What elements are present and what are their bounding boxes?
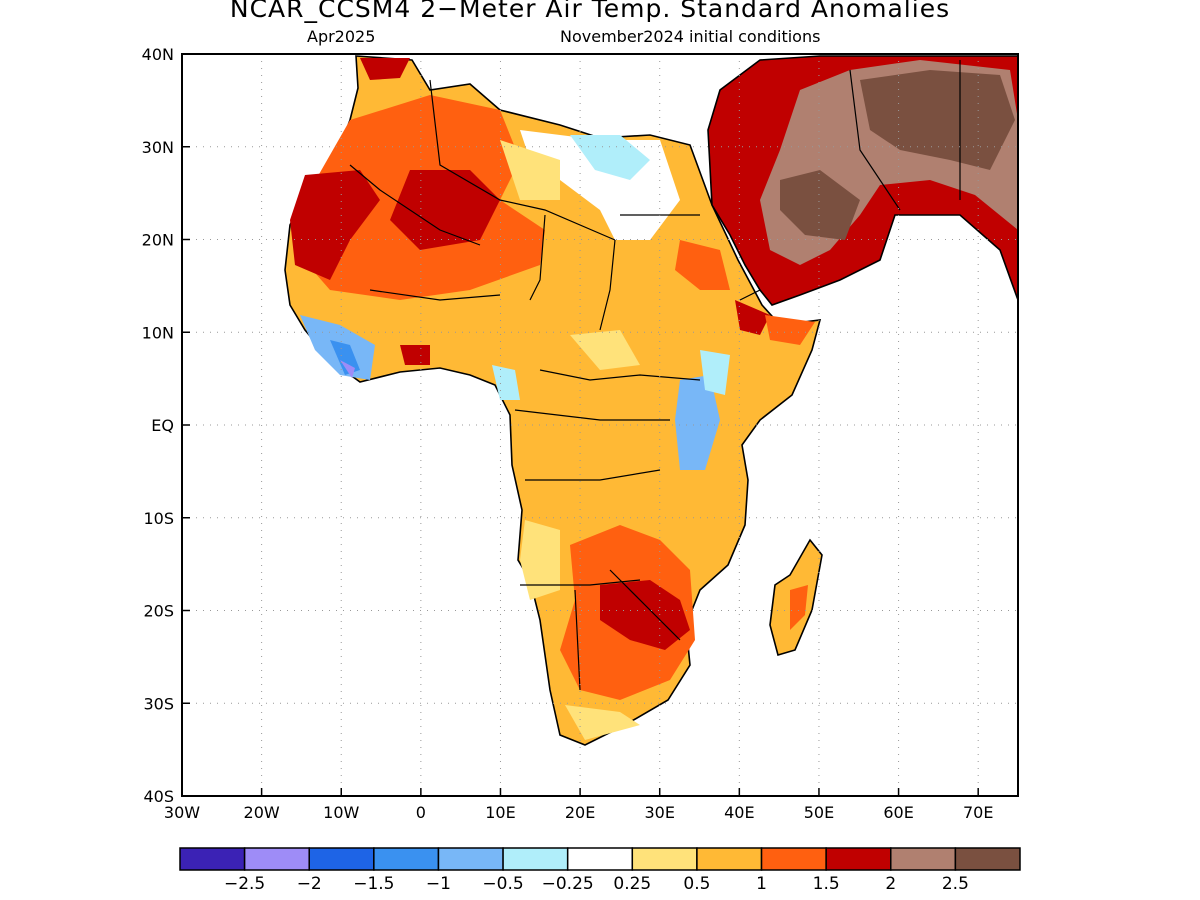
lon-tick-label: 30W (164, 803, 200, 822)
lat-tick-label: 40S (143, 787, 174, 806)
lon-tick-label: 10E (485, 803, 515, 822)
anomaly-red-horn (735, 300, 770, 335)
lat-tick-label: EQ (151, 416, 174, 435)
anomaly-orange-somalia (765, 315, 815, 345)
anomaly-darkbrown-arabia (780, 170, 860, 240)
lat-tick-label: 30N (142, 138, 174, 157)
colorbar-label: −0.25 (542, 874, 594, 894)
colorbar-label: −2 (297, 874, 322, 894)
colorbar-label: −2.5 (224, 874, 265, 894)
anomaly-red-sahara (390, 170, 500, 250)
anomaly-yellow-cape (565, 705, 640, 740)
grid-lines (182, 54, 1018, 796)
lat-tick-label: 20S (143, 602, 174, 621)
country-borders (349, 60, 961, 691)
lat-tick-label: 20N (142, 231, 174, 250)
colorbar-label: 0.5 (683, 874, 710, 894)
anomaly-red-sudan (675, 240, 730, 290)
lon-tick-label: 40E (724, 803, 754, 822)
colorbar-label: −1 (426, 874, 451, 894)
lon-tick-label: 60E (883, 803, 913, 822)
colorbar-swatch (243, 847, 310, 871)
anomaly-purple-liberia (340, 360, 355, 378)
page-title: NCAR_CCSM4 2−Meter Air Temp. Standard An… (229, 0, 951, 23)
valid-month-label: Apr2025 (307, 27, 376, 46)
lon-tick-label: 20W (244, 803, 280, 822)
lon-tick-label: 20E (565, 803, 595, 822)
lat-tick-label: 10N (142, 323, 174, 342)
colorbar-swatch (954, 847, 1021, 871)
colorbar-label: −1.5 (353, 874, 394, 894)
colorbar-swatch (308, 847, 375, 871)
lon-tick-label: 10W (323, 803, 359, 822)
colorbar-swatch (502, 847, 569, 871)
anomaly-lightblue-kenya (700, 350, 730, 395)
colorbar-label: 2.5 (942, 874, 969, 894)
init-conditions-label: November2024 initial conditions (560, 27, 821, 46)
colorbar-label: 2 (885, 874, 896, 894)
anomaly-yellow-angola (520, 520, 560, 600)
colorbar-swatch (760, 847, 827, 871)
lat-tick-label: 30S (143, 694, 174, 713)
colorbar-swatch (696, 847, 763, 871)
colorbar: −2.5 −2 −1.5 −1 −0.5 −0.25 0.25 0.5 1 1.5 2 2.5 (179, 847, 1021, 894)
lat-tick-label: 10S (143, 509, 174, 528)
lon-tick-label: 50E (804, 803, 834, 822)
lon-tick-label: 70E (963, 803, 993, 822)
lon-tick-label: 0 (416, 803, 426, 822)
anomaly-red-nw (290, 170, 380, 280)
colorbar-label: −0.5 (482, 874, 523, 894)
colorbar-label: 1 (756, 874, 767, 894)
anomaly-blue-eastafrica (675, 375, 720, 470)
anomaly-yellow-central (570, 330, 640, 370)
anomaly-red-morocco (360, 58, 410, 80)
colorbar-swatch (890, 847, 957, 871)
lat-tick-label: 40N (142, 45, 174, 64)
lon-axis: 30W 20W 10W 0 10E 20E 30E 40E 50E 60E 70E (164, 788, 993, 822)
anomaly-orange-madagascar (790, 585, 808, 630)
colorbar-swatch (179, 847, 246, 871)
colorbar-swatch (373, 847, 440, 871)
colorbar-swatch (825, 847, 892, 871)
colorbar-swatch (437, 847, 504, 871)
colorbar-label: 0.25 (613, 874, 651, 894)
anomaly-darkblue-guinea (330, 340, 360, 375)
map-layer (284, 55, 1018, 746)
anomaly-yellow-chad (500, 140, 560, 200)
lat-axis: 40N 30N 20N 10N EQ 10S 20S 30S 40S (142, 45, 190, 806)
anomaly-red-ghana (400, 345, 430, 365)
anomaly-red-south (600, 580, 690, 650)
colorbar-label: 1.5 (813, 874, 840, 894)
lon-tick-label: 30E (644, 803, 674, 822)
colorbar-swatch (566, 847, 634, 871)
colorbar-swatch (631, 847, 698, 871)
anomaly-lightblue-cameroon (492, 365, 520, 400)
